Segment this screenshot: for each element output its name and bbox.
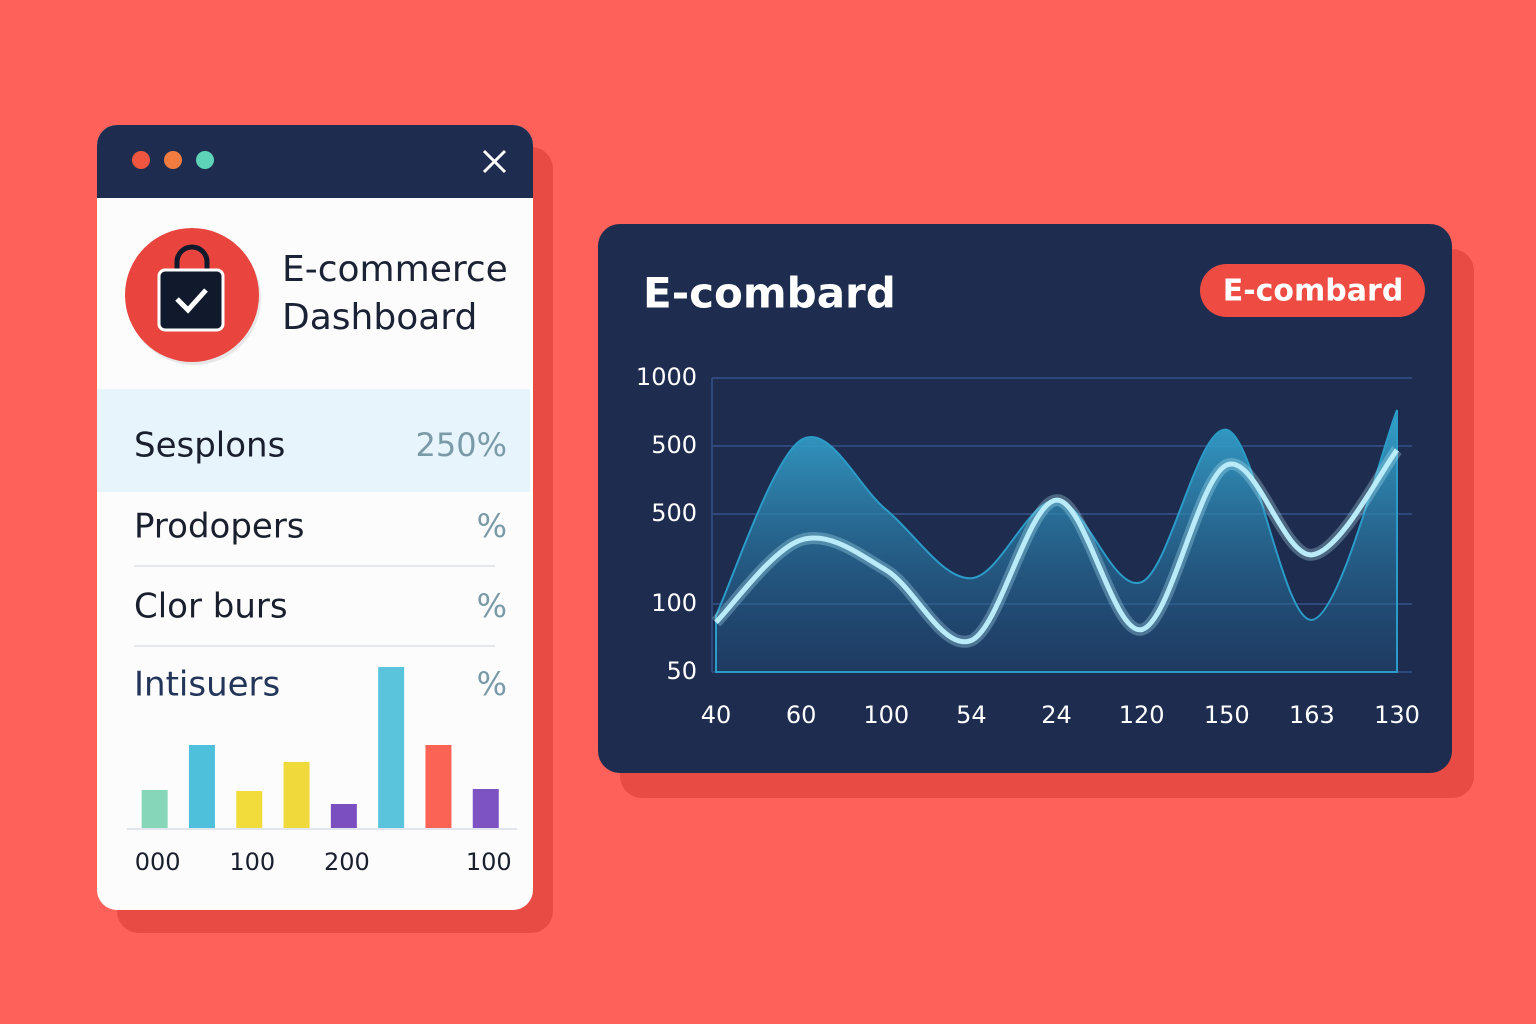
y-tick-label: 50 xyxy=(666,657,697,685)
dot xyxy=(196,151,214,169)
bag xyxy=(157,268,225,332)
metric-value: % xyxy=(477,507,507,545)
x-tick-label: 163 xyxy=(1289,701,1335,729)
panel-title: E-combard xyxy=(643,269,896,318)
x-tick-label: 000 xyxy=(135,848,181,876)
badge[interactable] xyxy=(1200,264,1425,317)
x-tick-label: 24 xyxy=(1041,701,1072,729)
metric-label: Intisuers xyxy=(134,665,280,705)
metric-value: % xyxy=(477,587,507,625)
bar xyxy=(188,745,215,828)
metric-value: 250% xyxy=(416,426,507,464)
x-tick-label: 100 xyxy=(863,701,909,729)
x-tick-label: 200 xyxy=(324,848,370,876)
bar xyxy=(141,790,168,828)
bag-handle xyxy=(174,244,210,272)
x-tick-label: 150 xyxy=(1204,701,1250,729)
x-tick-label: 130 xyxy=(1374,701,1420,729)
bar xyxy=(425,745,452,828)
area xyxy=(715,409,1398,673)
check xyxy=(175,288,208,314)
metric-value: % xyxy=(477,665,507,703)
badge-label: E-combard xyxy=(1223,274,1404,309)
bar xyxy=(236,791,263,828)
bar xyxy=(330,804,357,828)
y-tick-label: 500 xyxy=(651,431,697,459)
window-header xyxy=(97,125,533,198)
bar xyxy=(472,789,499,828)
y-tick-label: 100 xyxy=(651,589,697,617)
close-button[interactable] xyxy=(482,149,507,174)
x-tick-label: 60 xyxy=(786,701,817,729)
x-tick-label: 100 xyxy=(466,848,512,876)
x-tick-label: 40 xyxy=(701,701,732,729)
bar xyxy=(378,667,405,828)
y-tick-label: 500 xyxy=(651,499,697,527)
x-tick-label: 54 xyxy=(956,701,987,729)
dot xyxy=(132,151,150,169)
window-title: E-commerce Dashboard xyxy=(282,249,508,338)
metric-label: Prodopers xyxy=(134,507,305,547)
row-highlight xyxy=(97,389,530,492)
bar xyxy=(283,762,310,828)
dot xyxy=(164,151,182,169)
x-tick-label: 100 xyxy=(229,848,275,876)
metric-label: Clor burs xyxy=(134,587,288,627)
line xyxy=(714,448,1399,645)
x-tick-label: 120 xyxy=(1119,701,1165,729)
metric-label: Sesplons xyxy=(134,426,285,466)
y-tick-label: 1000 xyxy=(636,363,697,391)
